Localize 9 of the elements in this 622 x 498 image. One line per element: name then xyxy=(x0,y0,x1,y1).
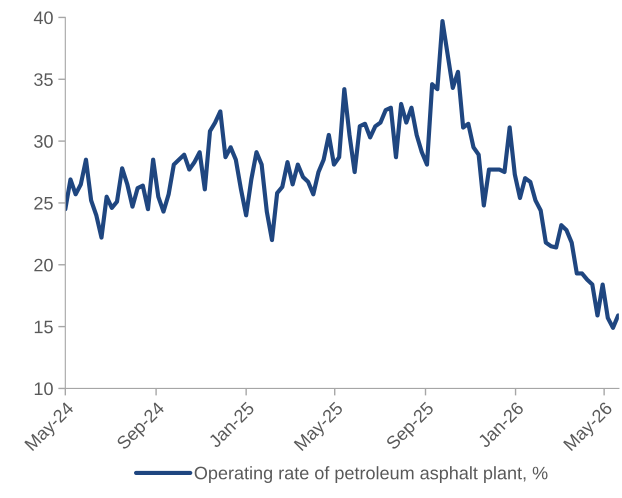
line-series xyxy=(65,19,619,330)
legend-label: Operating rate of petroleum asphalt plant, % xyxy=(194,466,548,483)
y-tick-label: 30 xyxy=(34,135,53,148)
y-tick-label: 35 xyxy=(34,73,53,86)
y-tick-label: 15 xyxy=(34,320,53,334)
y-tick-label: 10 xyxy=(34,382,53,396)
y-tick-label: 25 xyxy=(34,196,53,210)
y-tick-label: 40 xyxy=(34,11,53,24)
y-tick-label: 20 xyxy=(34,258,53,272)
